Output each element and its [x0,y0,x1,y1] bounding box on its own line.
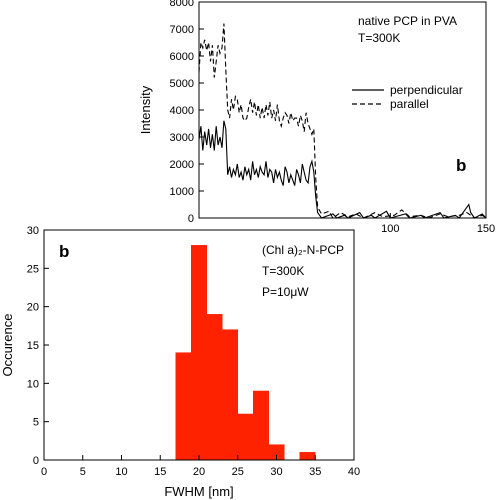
top-y-tick-label: 7000 [170,24,194,36]
histogram-bar [237,413,254,461]
bottom-x-tick-label: 35 [309,466,321,478]
bottom-x-tick-label: 15 [154,466,166,478]
top-plot-background [199,2,486,218]
fwhm-histogram: 0 5 10 15 20 25 30 0 5 10 15 20 25 30 35 40 FWHM [nm] O… [0,225,360,499]
histogram-bars [175,245,316,461]
top-y-axis-label: Intensity [138,85,153,134]
histogram-bar [206,314,223,461]
series-line-perpendicular [198,120,487,219]
top-axis-ticks: 0 1000 2000 3000 4000 5000 6000 7000 8000 100 150 [170,0,496,235]
top-annotation-line-2: T=300K [358,31,400,45]
top-panel-label: b [456,156,466,175]
series-line-parallel [198,23,487,219]
histogram-bar [253,390,269,461]
top-y-tick-label: 8000 [170,0,194,9]
top-y-tick-label: 4000 [170,105,194,117]
top-x-tick-label: 150 [477,223,495,235]
bottom-x-tick-label: 30 [270,466,282,478]
bottom-y-tick-label: 25 [27,263,39,275]
bottom-annotation-line-3: P=10μW [262,285,309,299]
bottom-y-axis-label: Occurence [0,314,15,377]
top-x-tick-label: 100 [381,223,399,235]
bottom-y-tick-label: 0 [33,455,39,467]
bottom-y-tick-label: 5 [33,417,39,429]
bottom-panel-label: b [59,242,69,261]
bottom-annotation-line-2: T=300K [262,264,304,278]
histogram-bar [175,352,192,461]
bottom-x-tick-label: 20 [193,466,205,478]
legend-parallel-label: parallel [390,97,429,111]
bottom-axis-ticks: 0 5 10 15 20 25 30 0 5 10 15 20 25 30 35 40 [27,225,360,478]
legend-perpendicular-label: perpendicular [390,83,463,97]
top-y-tick-label: 6000 [170,51,194,63]
top-annotation-line-1: native PCP in PVA [358,14,457,28]
histogram-bar [299,452,316,461]
bottom-y-tick-label: 10 [27,378,39,390]
top-y-tick-label: 5000 [170,78,194,90]
bottom-annotation-line-1: (Chl a)₂-N-PCP [262,243,344,257]
bottom-x-axis-label: FWHM [nm] [164,484,233,499]
bottom-x-tick-label: 25 [232,466,244,478]
top-y-tick-label: 1000 [170,186,194,198]
bottom-x-tick-label: 5 [80,466,86,478]
bottom-y-tick-label: 15 [27,340,39,352]
top-legend: perpendicular parallel [352,83,463,111]
histogram-bar [191,245,207,461]
bottom-x-tick-label: 10 [115,466,127,478]
top-y-tick-label: 2000 [170,159,194,171]
histogram-bar [222,329,238,461]
bottom-y-tick-label: 20 [27,302,39,314]
top-y-tick-label: 0 [188,213,194,225]
top-series-group [198,23,487,219]
top-y-tick-label: 3000 [170,132,194,144]
bottom-x-tick-label: 0 [41,466,47,478]
bottom-y-tick-label: 30 [27,225,39,237]
bottom-x-tick-label: 40 [348,466,360,478]
